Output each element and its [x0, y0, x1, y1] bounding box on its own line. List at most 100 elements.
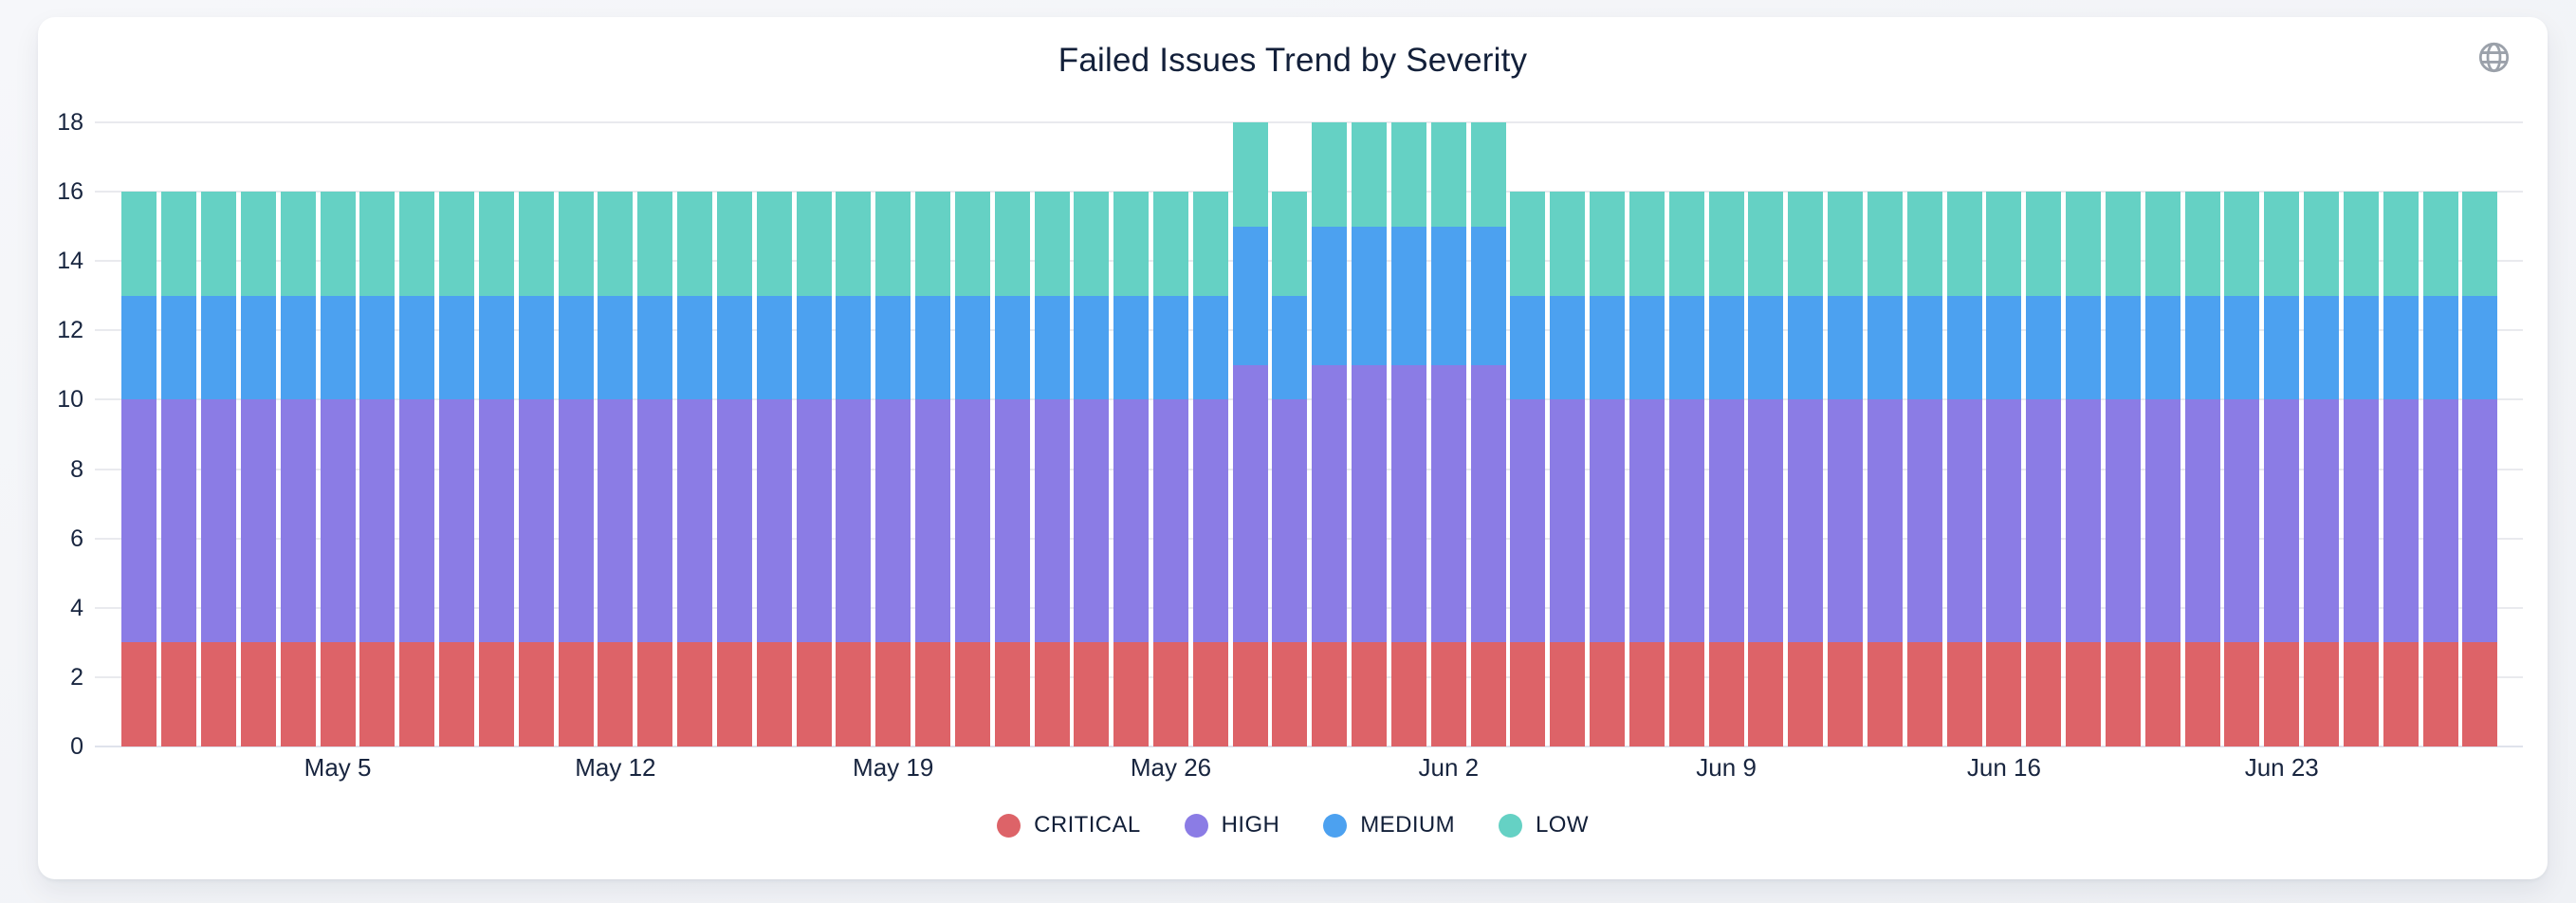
bar-segment-critical[interactable] — [1946, 642, 1982, 746]
bar-segment-critical[interactable] — [121, 642, 157, 746]
bar-segment-medium[interactable] — [1232, 226, 1268, 365]
bar-segment-low[interactable] — [1986, 192, 2022, 296]
bar-segment-low[interactable] — [1074, 192, 1110, 296]
bar-segment-medium[interactable] — [439, 295, 475, 400]
bar-segment-critical[interactable] — [201, 642, 237, 746]
bar-segment-critical[interactable] — [1788, 642, 1824, 746]
bar-segment-low[interactable] — [796, 192, 832, 296]
bar-segment-medium[interactable] — [1986, 295, 2022, 400]
bar-segment-critical[interactable] — [1192, 642, 1228, 746]
bar-segment-high[interactable] — [1748, 399, 1784, 643]
bar-segment-critical[interactable] — [2144, 642, 2180, 746]
bar-segment-critical[interactable] — [1232, 642, 1268, 746]
bar-segment-medium[interactable] — [280, 295, 316, 400]
bar-segment-critical[interactable] — [359, 642, 396, 746]
bar-segment-medium[interactable] — [2304, 295, 2340, 400]
bar-segment-low[interactable] — [677, 192, 713, 296]
bar-segment-critical[interactable] — [1867, 642, 1903, 746]
bar-segment-low[interactable] — [2224, 192, 2260, 296]
bar-segment-medium[interactable] — [756, 295, 792, 400]
bar-segment-low[interactable] — [320, 192, 356, 296]
bar-segment-critical[interactable] — [1152, 642, 1188, 746]
bar-segment-low[interactable] — [1550, 192, 1586, 296]
bar-segment-low[interactable] — [716, 192, 752, 296]
bar-segment-low[interactable] — [915, 192, 950, 296]
bar-segment-high[interactable] — [161, 399, 197, 643]
bar-segment-low[interactable] — [598, 192, 634, 296]
bar-segment-medium[interactable] — [677, 295, 713, 400]
bar-segment-low[interactable] — [161, 192, 197, 296]
bar-segment-high[interactable] — [1470, 364, 1506, 643]
bar-segment-medium[interactable] — [2462, 295, 2498, 400]
bar-segment-low[interactable] — [558, 192, 594, 296]
bar-segment-low[interactable] — [1748, 192, 1784, 296]
bar-segment-critical[interactable] — [875, 642, 911, 746]
bar-segment-high[interactable] — [1272, 399, 1308, 643]
bar-segment-critical[interactable] — [1590, 642, 1626, 746]
legend-item-low[interactable]: LOW — [1499, 812, 1589, 838]
bar-segment-medium[interactable] — [1430, 226, 1466, 365]
bar-segment-low[interactable] — [2105, 192, 2141, 296]
bar-segment-critical[interactable] — [1628, 642, 1665, 746]
bar-segment-low[interactable] — [1788, 192, 1824, 296]
bar-segment-critical[interactable] — [1748, 642, 1784, 746]
bar-segment-medium[interactable] — [320, 295, 356, 400]
bar-segment-low[interactable] — [1152, 192, 1188, 296]
bar-segment-low[interactable] — [2264, 192, 2300, 296]
bar-segment-critical[interactable] — [280, 642, 316, 746]
bar-segment-high[interactable] — [1788, 399, 1824, 643]
bar-segment-critical[interactable] — [1074, 642, 1110, 746]
bar-segment-low[interactable] — [2184, 192, 2220, 296]
bar-segment-critical[interactable] — [1708, 642, 1744, 746]
bar-segment-critical[interactable] — [1113, 642, 1150, 746]
bar-segment-high[interactable] — [915, 399, 950, 643]
bar-segment-high[interactable] — [439, 399, 475, 643]
bar-segment-critical[interactable] — [2343, 642, 2379, 746]
bar-segment-high[interactable] — [1312, 364, 1348, 643]
bar-segment-low[interactable] — [280, 192, 316, 296]
bar-segment-medium[interactable] — [994, 295, 1030, 400]
bar-segment-medium[interactable] — [2264, 295, 2300, 400]
bar-segment-low[interactable] — [359, 192, 396, 296]
bar-segment-critical[interactable] — [2066, 642, 2102, 746]
bar-segment-high[interactable] — [399, 399, 435, 643]
bar-segment-low[interactable] — [2422, 192, 2458, 296]
bar-segment-high[interactable] — [359, 399, 396, 643]
bar-segment-critical[interactable] — [1550, 642, 1586, 746]
bar-segment-high[interactable] — [2224, 399, 2260, 643]
bar-segment-high[interactable] — [796, 399, 832, 643]
bar-segment-high[interactable] — [1074, 399, 1110, 643]
bar-segment-high[interactable] — [478, 399, 514, 643]
bar-segment-low[interactable] — [1906, 192, 1942, 296]
bar-segment-low[interactable] — [1470, 122, 1506, 227]
bar-segment-critical[interactable] — [637, 642, 673, 746]
bar-segment-critical[interactable] — [399, 642, 435, 746]
bar-segment-medium[interactable] — [598, 295, 634, 400]
bar-segment-medium[interactable] — [359, 295, 396, 400]
bar-segment-medium[interactable] — [875, 295, 911, 400]
bar-segment-high[interactable] — [1352, 364, 1388, 643]
bar-segment-critical[interactable] — [677, 642, 713, 746]
bar-segment-high[interactable] — [240, 399, 276, 643]
bar-segment-medium[interactable] — [2144, 295, 2180, 400]
bar-segment-critical[interactable] — [836, 642, 872, 746]
bar-segment-critical[interactable] — [1352, 642, 1388, 746]
bar-segment-high[interactable] — [1708, 399, 1744, 643]
bar-segment-high[interactable] — [598, 399, 634, 643]
bar-segment-high[interactable] — [1590, 399, 1626, 643]
bar-segment-critical[interactable] — [2224, 642, 2260, 746]
bar-segment-medium[interactable] — [399, 295, 435, 400]
bar-segment-critical[interactable] — [1034, 642, 1070, 746]
bar-segment-critical[interactable] — [915, 642, 950, 746]
bar-segment-high[interactable] — [677, 399, 713, 643]
bar-segment-low[interactable] — [637, 192, 673, 296]
bar-segment-critical[interactable] — [518, 642, 554, 746]
bar-segment-high[interactable] — [756, 399, 792, 643]
bar-segment-high[interactable] — [2343, 399, 2379, 643]
bar-segment-low[interactable] — [2462, 192, 2498, 296]
bar-segment-medium[interactable] — [796, 295, 832, 400]
legend-item-high[interactable]: HIGH — [1184, 812, 1280, 838]
bar-segment-low[interactable] — [2026, 192, 2062, 296]
bar-segment-low[interactable] — [1272, 192, 1308, 296]
bar-segment-critical[interactable] — [1510, 642, 1546, 746]
